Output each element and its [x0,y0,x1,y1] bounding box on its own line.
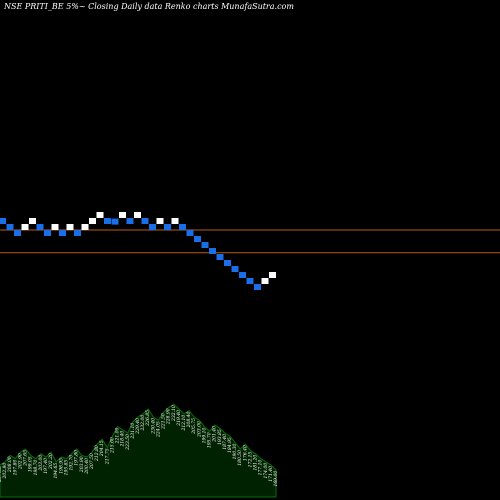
volume-label: 208.00 [7,456,13,473]
volume-label: 195.85 [63,459,69,475]
volume-label: 192.70 [69,455,75,471]
renko-brick-down [36,224,44,230]
volume-label: 202.90 [17,453,23,470]
renko-brick-down [216,254,224,260]
volume-label: 176.40 [242,445,248,461]
renko-brick-down [111,218,119,225]
volume-label: 198.95 [58,458,64,474]
renko-brick-up [51,224,59,230]
volume-label: 193.85 [217,429,223,445]
volume-label: 199.10 [201,427,207,443]
volume-label: 171.40 [268,466,274,482]
renko-brick-down [141,218,149,224]
volume-label: 197.80 [12,459,18,475]
volume-label: 212.80 [94,445,100,462]
volume-label: 202.20 [48,453,54,470]
renko-brick-down [164,224,171,230]
renko-brick-down [231,266,239,272]
renko-brick-up [29,218,36,224]
volume-label: 174.00 [263,463,269,479]
renko-brick-down [209,248,216,254]
volume-label: 203.90 [79,456,85,473]
volume-label: 177.10 [258,459,264,475]
volume-label: 203.00 [196,421,202,438]
renko-brick-down [246,278,254,284]
renko-brick-up [96,212,104,218]
renko-brick-down [254,284,261,290]
volume-label: 224.05 [155,421,161,438]
renko-brick-down [74,230,81,236]
volume-label: 197.40 [43,458,49,474]
renko-brick-down [186,230,194,236]
chart-title: NSE PRITI_BE 5%~ Closing Daily data Renk… [4,2,294,11]
volume-label: 230.40 [150,418,156,435]
volume-label: 204.15 [99,440,105,457]
renko-brick-up [156,218,164,224]
renko-brick-down [194,236,201,242]
volume-label: 181.20 [253,455,259,471]
volume-label: 200.40 [84,458,90,475]
volume-area [0,403,277,498]
volume-label: 172.15 [247,451,253,467]
renko-brick-down [239,272,246,278]
volume-label: 205.75 [191,418,197,435]
renko-brick-up [261,278,269,284]
renko-brick-up [171,218,179,224]
volume-label: 219.40 [176,410,182,427]
renko-brick-down [126,218,134,224]
volume-label: 207.60 [0,466,3,483]
volume-label: 221.00 [115,427,121,444]
volume-label: 221.50 [161,413,167,430]
volume-label: 201.40 [212,426,218,443]
volume-label: 169.00 [273,471,279,487]
renko-brick-down [149,224,156,230]
renko-brick-down [14,230,21,236]
volume-label: 229.40 [135,418,141,435]
volume-label: 208.40 [186,411,192,428]
volume-label: 231.10 [130,423,136,440]
volume-label: 218.40 [120,431,126,448]
renko-brick-down [104,218,111,224]
volume-label: 215.60 [109,437,115,454]
renko-brick-up [269,272,276,278]
renko-brick-down [6,224,14,230]
volume-label: 199.05 [28,456,34,472]
volume-label: 190.30 [232,443,238,459]
volume-label: 228.90 [166,408,172,425]
volume-label: 212.10 [181,415,187,432]
renko-brick-up [81,224,89,230]
renko-brick-down [44,230,51,236]
volume-label: 197.80 [74,450,80,466]
renko-brick-down [201,242,209,248]
volume-label: 184.95 [227,437,233,453]
volume-label: 194.65 [53,463,59,479]
renko-brick-up [21,224,29,230]
volume-label: 195.70 [207,432,213,448]
volume-label: 207.65 [23,450,29,467]
renko-brick-up [89,218,96,224]
volume-label: 202.80 [2,463,8,480]
volume-label: 226.85 [145,410,151,427]
renko-brick-down [224,260,231,266]
volume-label: 223.50 [125,434,131,451]
renko-brick-down [59,230,66,236]
volume-label: 180.50 [237,450,243,466]
renko-brick-up [66,224,74,230]
volume-label: 232.10 [171,405,177,422]
volume-label: 207.50 [89,453,95,470]
volume-label: 187.40 [222,434,228,450]
renko-brick-down [179,224,186,230]
volume-label: 232.00 [140,415,146,432]
renko-brick-up [134,212,141,218]
volume-label: 217.75 [104,448,110,465]
volume-label: 198.70 [33,459,39,475]
volume-label: 203.00 [38,455,44,472]
renko-brick-down [0,218,6,224]
renko-brick-up [119,212,126,218]
